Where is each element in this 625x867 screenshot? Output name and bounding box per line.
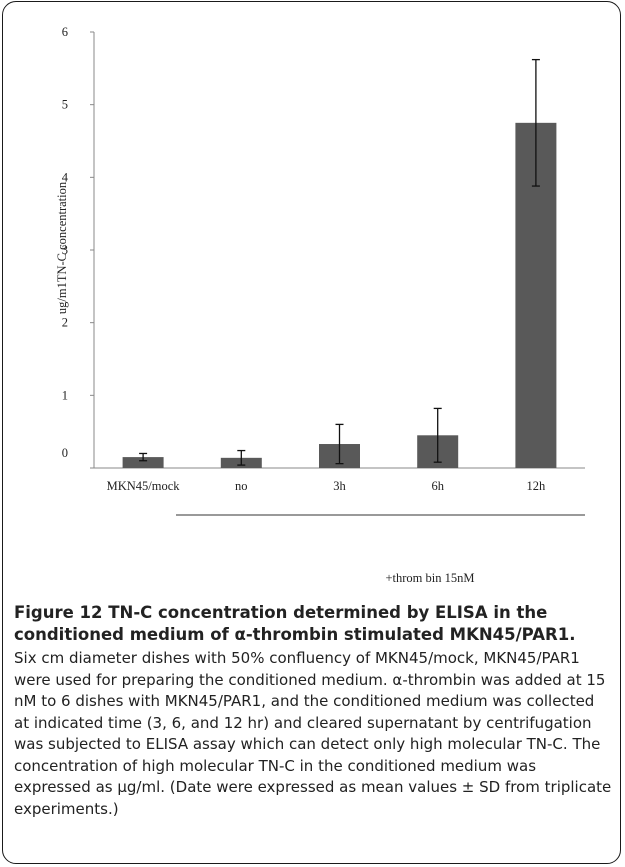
y-axis-ticks: 0 1 2 3 4 5 6 [62,25,94,469]
figure-caption: Figure 12 TN-C concentration determined … [14,602,614,820]
x-tick-label: MKN45/mock [107,479,181,493]
bar [122,457,164,468]
group-label: +throm bin 15nM [386,571,475,585]
y-tick-label: 5 [62,98,68,112]
caption-body: Six cm diameter dishes with 50% confluen… [14,649,612,818]
error-bars-group [139,58,540,466]
x-tick-labels: MKN45/mock no 3h 6h 12h [107,479,546,493]
y-tick-label: 4 [62,170,69,184]
x-tick-label: 12h [527,479,547,493]
x-tick-label: 3h [333,479,346,493]
bar-chart: 0 1 2 3 4 5 6 MKN45/mock no 3h 6h 12h ug/m1TN-C co… [55,25,585,585]
y-tick-label: 3 [62,243,68,257]
y-tick-label: 6 [62,25,68,39]
y-tick-label: 0 [62,446,68,460]
y-tick-label: 2 [62,316,68,330]
bars-group [122,122,557,468]
x-tick-label: no [235,479,248,493]
caption-title: Figure 12 TN-C concentration determined … [14,603,576,644]
x-tick-label: 6h [431,479,444,493]
y-axis-label: ug/m1TN-C concentration [55,181,69,314]
y-tick-label: 1 [62,388,68,402]
